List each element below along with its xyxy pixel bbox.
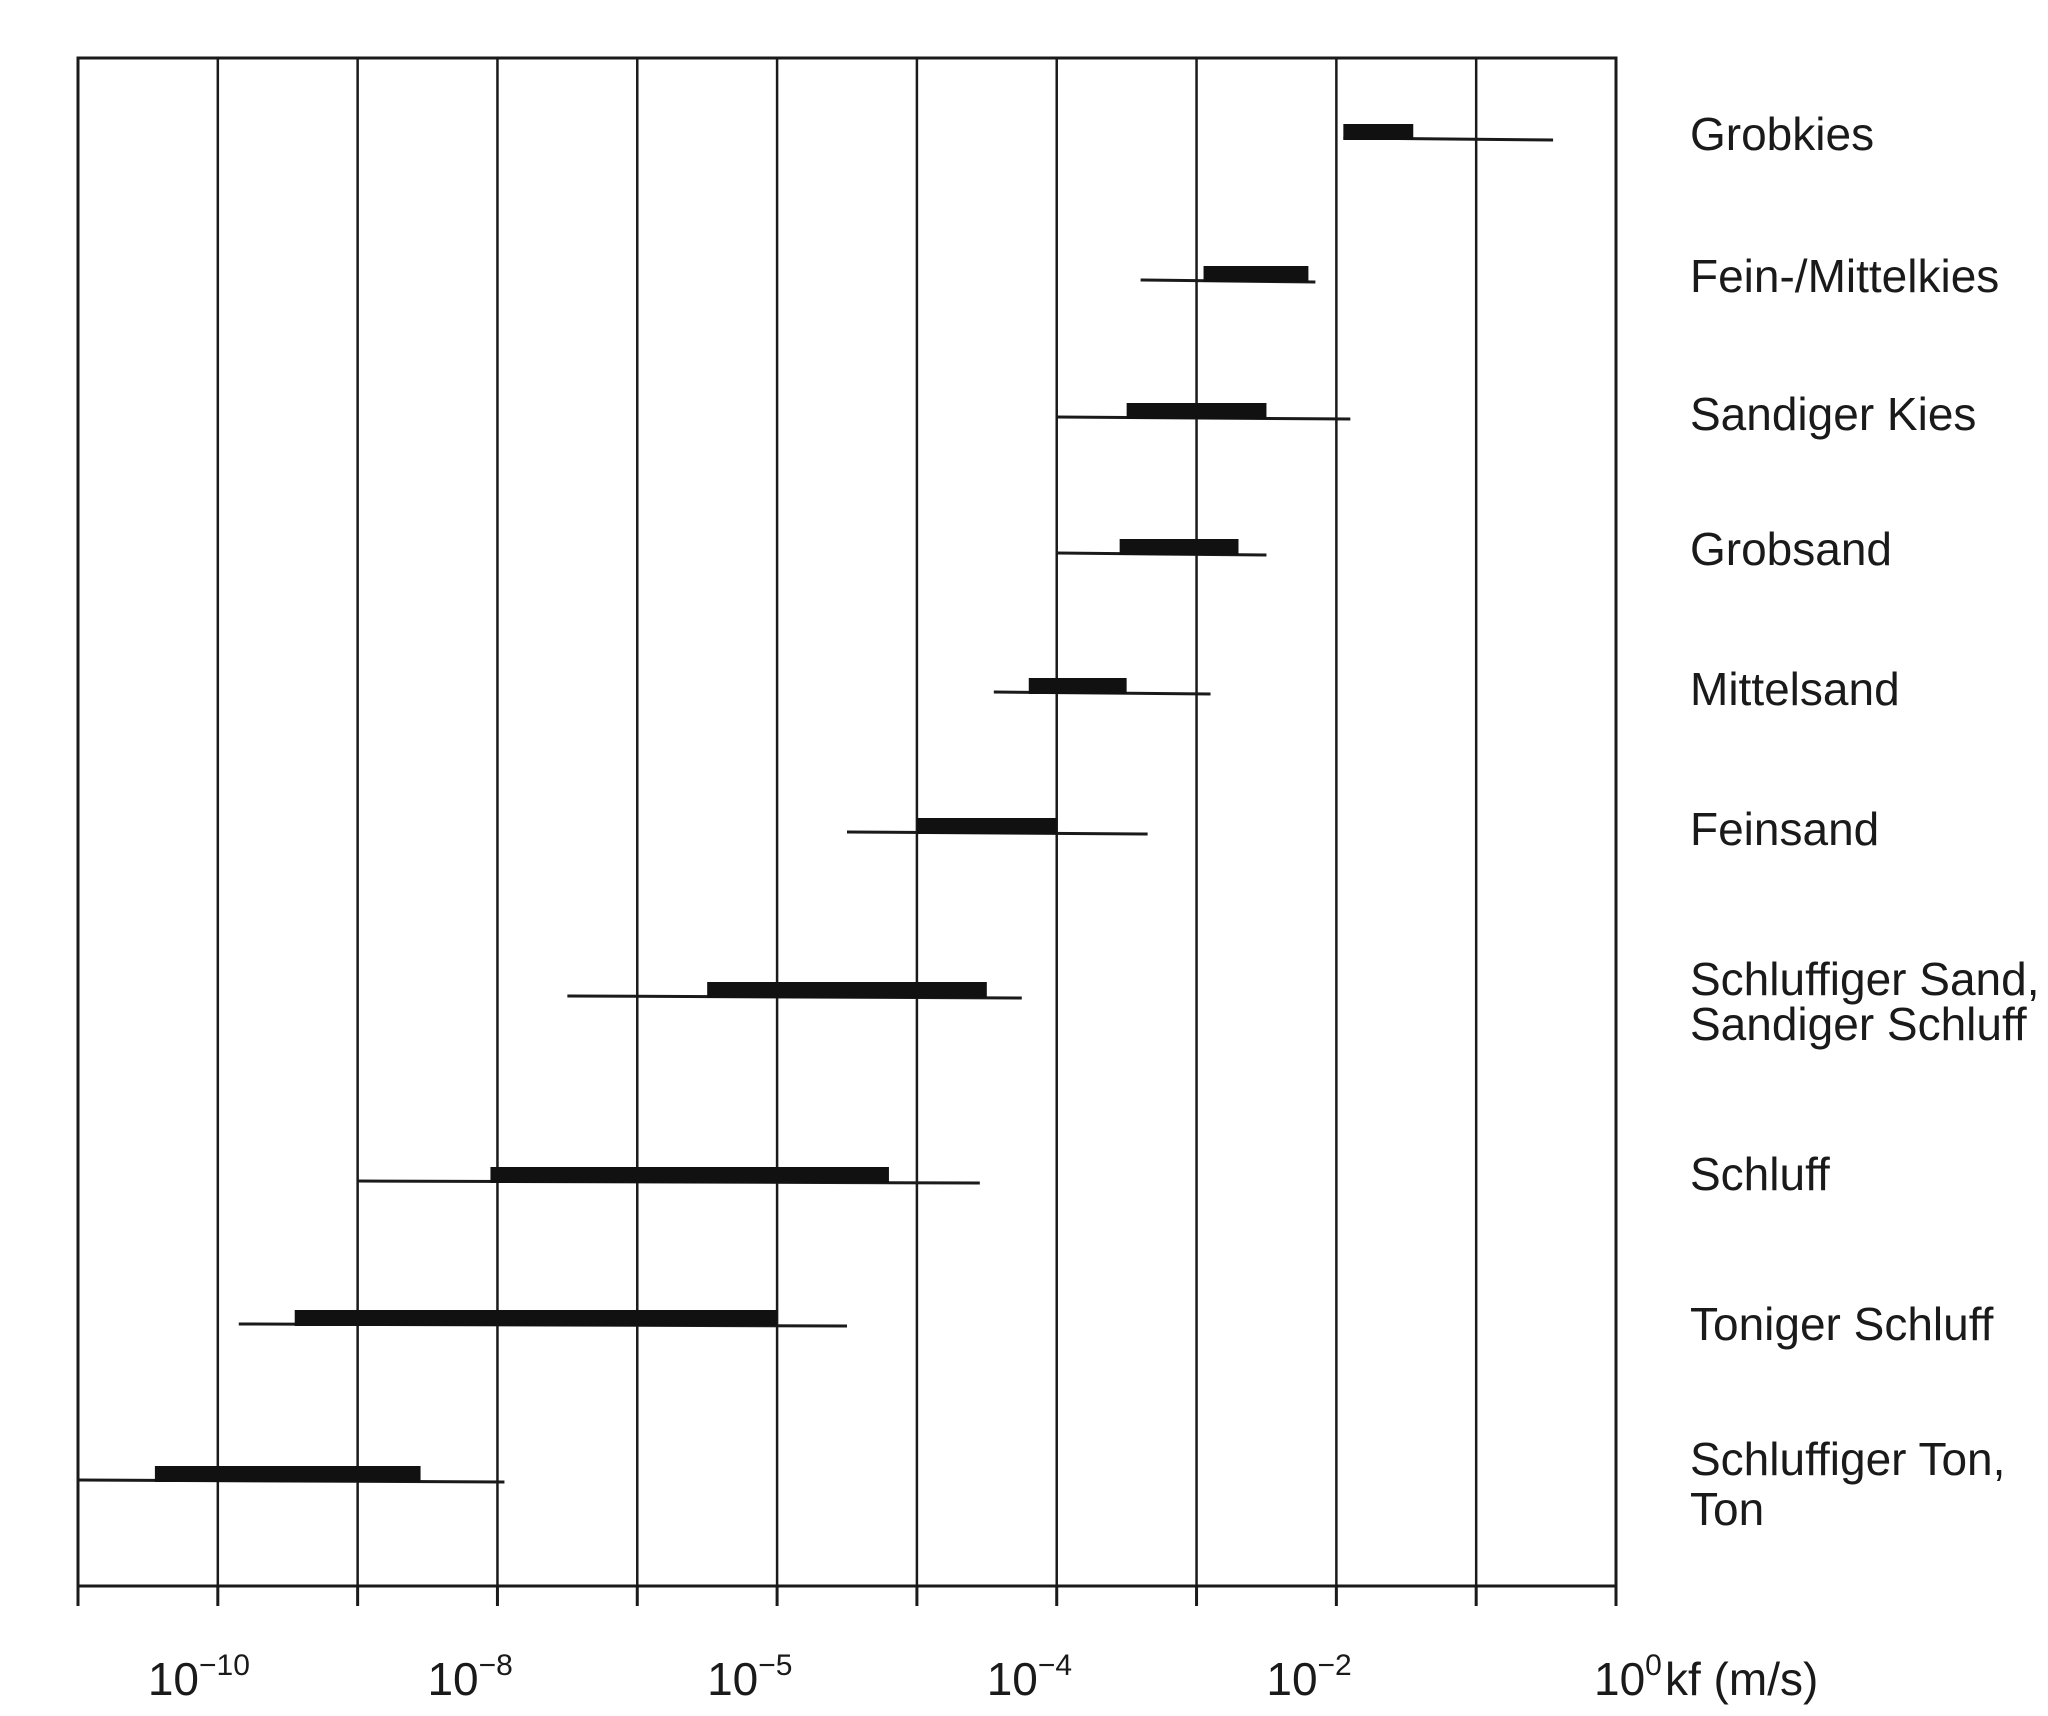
core-bar: [916, 818, 1057, 834]
soil-label-line: Mittelsand: [1690, 663, 1900, 715]
soil-label-line: Sandiger Schluff: [1690, 998, 2027, 1050]
range-bar-row: [357, 1167, 980, 1185]
x-tick-label-exponent: −4: [1038, 1649, 1072, 1682]
x-tick-label: 10−10: [148, 1649, 250, 1705]
soil-label: Schluffiger Ton, Ton: [1690, 1433, 2005, 1535]
x-tick-label-exponent: −2: [1318, 1649, 1352, 1682]
x-tick-label-base: 10: [148, 1653, 199, 1705]
x-tick-label: 100: [1594, 1649, 1662, 1705]
range-bar-row: [993, 678, 1211, 696]
soil-label: Grobsand: [1690, 523, 1892, 575]
soil-label-line: Grobkies: [1690, 108, 1874, 160]
range-bar-row: [567, 982, 1022, 1000]
soil-label-line: Schluffiger Ton,: [1690, 1433, 2005, 1485]
soil-label: Fein-/Mittelkies: [1690, 250, 1999, 302]
x-tick-label-base: 10: [1594, 1653, 1645, 1705]
x-tick-label-base: 10: [427, 1653, 478, 1705]
x-tick-label-base: 10: [1266, 1653, 1317, 1705]
soil-label: Grobkies: [1690, 108, 1874, 160]
plot-frame: [76, 56, 1618, 1588]
soil-label: Toniger Schluff: [1690, 1298, 1994, 1350]
gridlines: [216, 58, 1478, 1586]
core-bar: [707, 982, 987, 998]
range-bars: [77, 124, 1554, 1484]
x-axis-unit-label: kf (m/s): [1665, 1653, 1818, 1705]
soil-label: Schluff: [1690, 1148, 1830, 1200]
x-tick-label-base: 10: [987, 1653, 1038, 1705]
soil-label: Schluffiger Sand, Sandiger Schluff: [1690, 953, 2040, 1050]
core-bar: [490, 1167, 889, 1183]
range-bar-row: [77, 1466, 505, 1484]
soil-label-line: Schluff: [1690, 1148, 1830, 1200]
x-tick-label-exponent: −5: [758, 1649, 792, 1682]
soil-label: Mittelsand: [1690, 663, 1900, 715]
core-bar: [154, 1466, 421, 1482]
soil-label-line: Toniger Schluff: [1690, 1298, 1994, 1350]
soil-label: Feinsand: [1690, 803, 1879, 855]
range-bar-row: [846, 818, 1148, 836]
x-tick-label-base: 10: [707, 1653, 758, 1705]
core-bar: [1028, 678, 1127, 694]
x-tick-label: 10−4: [987, 1649, 1072, 1705]
x-axis-tick-labels: 10−10 10−8 10−5 10−4 10−2 100: [148, 1649, 1662, 1705]
range-bar-row: [238, 1310, 848, 1328]
range-bar-row: [1056, 539, 1267, 557]
soil-label-line: Fein-/Mittelkies: [1690, 250, 1999, 302]
core-bar: [1119, 539, 1239, 555]
core-bar: [294, 1310, 778, 1326]
x-tick-label-exponent: 0: [1645, 1649, 1662, 1682]
soil-label: Sandiger Kies: [1690, 388, 1976, 440]
core-bar: [1203, 266, 1309, 282]
soil-label-line: Grobsand: [1690, 523, 1892, 575]
x-axis-ticks: [76, 1586, 1618, 1606]
x-tick-label: 10−2: [1266, 1649, 1351, 1705]
x-tick-label-exponent: −8: [479, 1649, 513, 1682]
soil-label-line: Ton: [1690, 1483, 1764, 1535]
soil-label-line: Sandiger Kies: [1690, 388, 1976, 440]
range-bar-row: [1140, 266, 1316, 284]
x-tick-label: 10−8: [427, 1649, 512, 1705]
soil-label-line: Feinsand: [1690, 803, 1879, 855]
soil-labels: Grobkies Fein-/Mittelkies Sandiger Kies Gro…: [1690, 108, 2040, 1535]
x-tick-label-exponent: −10: [199, 1649, 250, 1682]
x-tick-label: 10−5: [707, 1649, 792, 1705]
core-bar: [1126, 403, 1267, 419]
range-bar-row: [1343, 124, 1554, 142]
range-bar-row: [1056, 403, 1351, 421]
core-bar: [1343, 124, 1414, 140]
soil-label-line: Schluffiger Sand,: [1690, 953, 2040, 1005]
